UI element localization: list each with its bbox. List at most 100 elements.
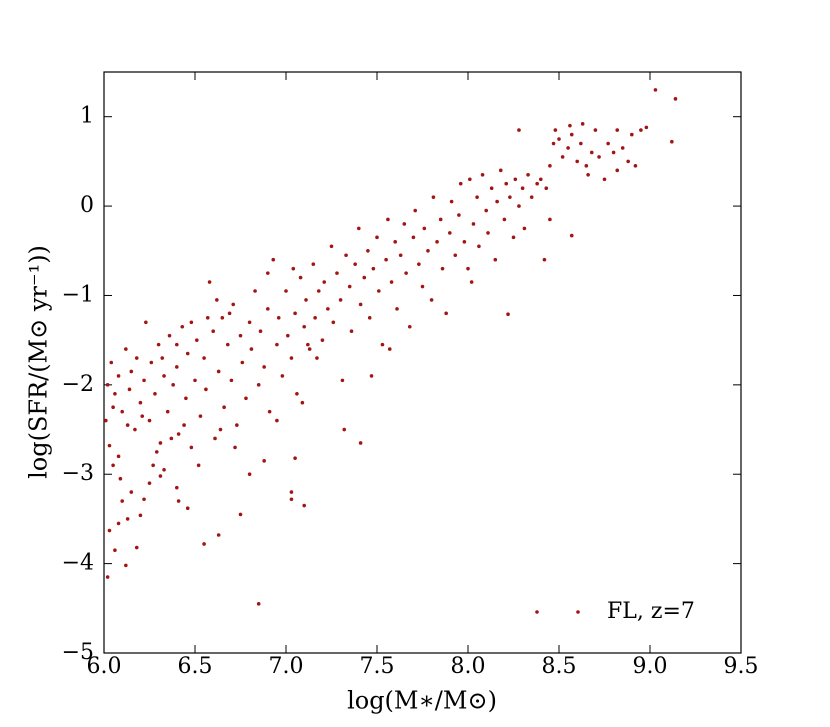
data-point: [526, 172, 530, 177]
data-point: [615, 168, 620, 173]
data-point: [142, 378, 146, 383]
data-point: [522, 226, 527, 231]
data-point: [326, 307, 330, 311]
data-point: [189, 320, 194, 325]
data-point: [266, 271, 270, 275]
data-point: [453, 253, 458, 258]
data-point: [380, 342, 385, 347]
data-point: [184, 396, 188, 401]
data-point: [207, 280, 212, 284]
data-point: [262, 365, 266, 369]
data-point: [238, 333, 243, 338]
data-point: [449, 199, 454, 204]
data-point: [313, 316, 317, 320]
x-tick-label: 6.5: [178, 654, 213, 679]
data-point: [495, 199, 499, 204]
data-point: [340, 378, 345, 383]
legend-label: FL, z=7: [607, 599, 695, 624]
data-point: [502, 217, 507, 222]
data-point: [315, 356, 319, 360]
data-point: [611, 150, 616, 155]
data-point: [171, 383, 175, 387]
data-point: [462, 240, 467, 244]
data-point: [471, 222, 476, 226]
data-point: [185, 506, 190, 510]
data-point: [407, 324, 412, 329]
data-point: [127, 387, 132, 392]
data-point: [295, 391, 299, 396]
data-point: [508, 195, 512, 199]
data-point: [568, 123, 572, 128]
data-point: [134, 545, 139, 550]
data-point: [347, 284, 352, 289]
data-point: [227, 311, 232, 316]
data-point: [670, 139, 674, 144]
data-point: [138, 400, 143, 405]
data-point: [398, 253, 403, 258]
data-point: [630, 132, 634, 137]
x-tick-label: 9.5: [724, 654, 759, 679]
data-point: [262, 459, 266, 463]
y-tick-label: 0: [80, 193, 94, 218]
data-point: [338, 298, 343, 302]
data-point: [276, 316, 281, 320]
data-point: [213, 436, 217, 441]
data-point: [266, 307, 270, 311]
data-point: [569, 233, 574, 238]
data-point: [105, 575, 110, 579]
data-point: [387, 347, 392, 351]
data-point: [107, 528, 112, 533]
data-point: [156, 342, 161, 347]
data-point: [311, 262, 316, 266]
y-tick-label: −5: [62, 640, 94, 665]
data-point: [493, 257, 498, 262]
data-point: [602, 177, 607, 182]
data-point: [448, 231, 452, 235]
data-point: [367, 316, 372, 320]
data-point: [149, 360, 154, 365]
data-point: [107, 443, 112, 448]
data-point: [331, 320, 336, 325]
data-point: [371, 266, 376, 271]
data-point: [329, 244, 334, 249]
data-point: [366, 248, 370, 253]
data-point: [138, 513, 143, 518]
y-tick-label: −2: [62, 372, 94, 397]
data-point: [513, 177, 518, 182]
data-point: [291, 266, 296, 271]
data-point: [486, 231, 490, 235]
data-point: [444, 311, 448, 316]
data-point: [480, 172, 485, 177]
data-point: [142, 497, 146, 502]
data-point: [195, 338, 199, 342]
data-point: [457, 213, 461, 217]
data-point: [517, 204, 521, 208]
data-point: [162, 467, 166, 472]
plot-frame: [103, 71, 742, 654]
data-point: [247, 472, 252, 477]
data-point: [551, 141, 556, 146]
data-point: [322, 280, 327, 284]
data-point: [316, 289, 321, 293]
x-tick-label: 8.5: [542, 654, 577, 679]
data-point: [411, 235, 416, 240]
data-point: [211, 329, 215, 334]
data-point: [175, 485, 179, 490]
data-point: [362, 275, 367, 280]
data-point: [458, 181, 463, 186]
data-point: [240, 360, 245, 365]
data-point: [606, 141, 610, 146]
data-point: [256, 383, 261, 387]
y-tick-label: 1: [80, 104, 94, 129]
data-point: [517, 128, 521, 132]
data-point: [353, 262, 357, 266]
data-point: [402, 222, 407, 226]
data-point: [395, 307, 399, 311]
data-point: [597, 155, 601, 159]
data-point: [275, 418, 279, 423]
data-point: [253, 289, 257, 293]
data-point: [202, 542, 206, 546]
data-point: [335, 271, 339, 275]
data-point: [113, 548, 117, 553]
